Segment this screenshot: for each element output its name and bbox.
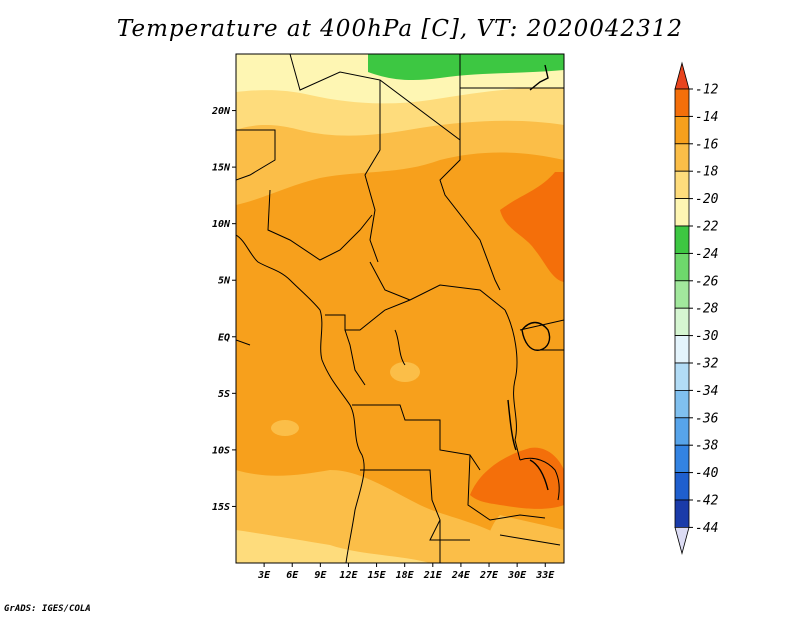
colorbar-label: -20 <box>695 192 719 207</box>
lakes <box>507 64 551 491</box>
colorbar-swatch <box>674 307 690 337</box>
colorbar-swatch <box>674 280 690 309</box>
colorbar-swatch <box>674 88 690 117</box>
lon-label: 3E <box>257 570 271 581</box>
field-band-22-24 <box>368 54 564 80</box>
lon-label: 30E <box>507 570 527 581</box>
colorbar-swatch <box>674 362 690 391</box>
borders <box>236 54 564 563</box>
colorbar: -12 -14 -16 -18 -20 -22 -24 -26 -28 -30 -32 -34 -36 -… <box>674 61 719 555</box>
lon-label: 12E <box>339 570 358 581</box>
colorbar-label: -18 <box>695 165 719 180</box>
colorbar-label: -22 <box>695 220 719 235</box>
colorbar-swatch <box>674 417 690 446</box>
credit-text: GrADS: IGES/COLA <box>4 604 91 614</box>
lon-label: 6E <box>286 570 299 581</box>
colorbar-label: -26 <box>695 274 719 289</box>
colorbar-swatch <box>674 170 690 199</box>
longitude-axis: 3E 6E 9E 12E 15E 18E 21E 24E 27E 30E 33E <box>257 563 555 581</box>
lon-label: 15E <box>368 570 387 581</box>
colorbar-label: -44 <box>695 521 718 536</box>
field-band-south-light <box>236 530 430 563</box>
lat-label: 15S <box>212 502 230 513</box>
colorbar-swatch <box>674 499 690 528</box>
lat-label: 5N <box>218 276 231 287</box>
lon-label: 9E <box>314 570 327 581</box>
field-patch-east <box>500 172 564 282</box>
latitude-axis: 20N 15N 10N 5N EQ 5S 10S 15S <box>211 106 236 513</box>
colorbar-swatch <box>674 143 690 172</box>
colorbar-swatch <box>674 116 690 145</box>
map-title: Temperature at 400hPa [C], VT: 202004231… <box>116 16 684 42</box>
colorbar-swatch <box>674 252 690 282</box>
lat-label: 15N <box>212 163 231 174</box>
colorbar-label: -40 <box>695 466 719 481</box>
colorbar-swatch <box>674 444 690 474</box>
colorbar-label: -34 <box>695 384 718 399</box>
colorbar-swatch <box>674 389 690 419</box>
colorbar-label: -42 <box>695 494 719 509</box>
colorbar-label: -30 <box>695 329 719 344</box>
lon-label: 27E <box>479 570 499 581</box>
colorbar-label: -36 <box>695 411 719 426</box>
colorbar-label: -16 <box>695 137 719 152</box>
lon-label: 33E <box>535 570 555 581</box>
lon-label: 21E <box>423 570 443 581</box>
colorbar-bottom-triangle <box>674 527 690 555</box>
temperature-field <box>236 54 564 563</box>
lat-label: EQ <box>218 332 230 343</box>
field-patch-angola <box>271 420 299 436</box>
lat-label: 10N <box>212 219 231 230</box>
field-patch-southeast <box>470 447 564 509</box>
colorbar-swatch <box>674 472 690 501</box>
field-patch-congo <box>390 362 420 382</box>
lat-label: 5S <box>218 389 230 400</box>
colorbar-label: -32 <box>695 357 719 372</box>
colorbar-label: -14 <box>695 110 718 125</box>
colorbar-swatch <box>674 198 690 227</box>
colorbar-swatch <box>674 335 690 364</box>
lon-label: 24E <box>451 570 471 581</box>
colorbar-label: -24 <box>695 247 718 262</box>
colorbar-label: -28 <box>695 302 719 317</box>
lat-label: 20N <box>211 106 231 117</box>
colorbar-label: -12 <box>695 83 719 98</box>
colorbar-top-triangle <box>674 61 690 90</box>
lat-label: 10S <box>212 445 230 456</box>
lon-label: 18E <box>396 570 415 581</box>
map-frame <box>235 53 565 564</box>
colorbar-label: -38 <box>695 439 719 454</box>
colorbar-swatch <box>674 225 690 254</box>
